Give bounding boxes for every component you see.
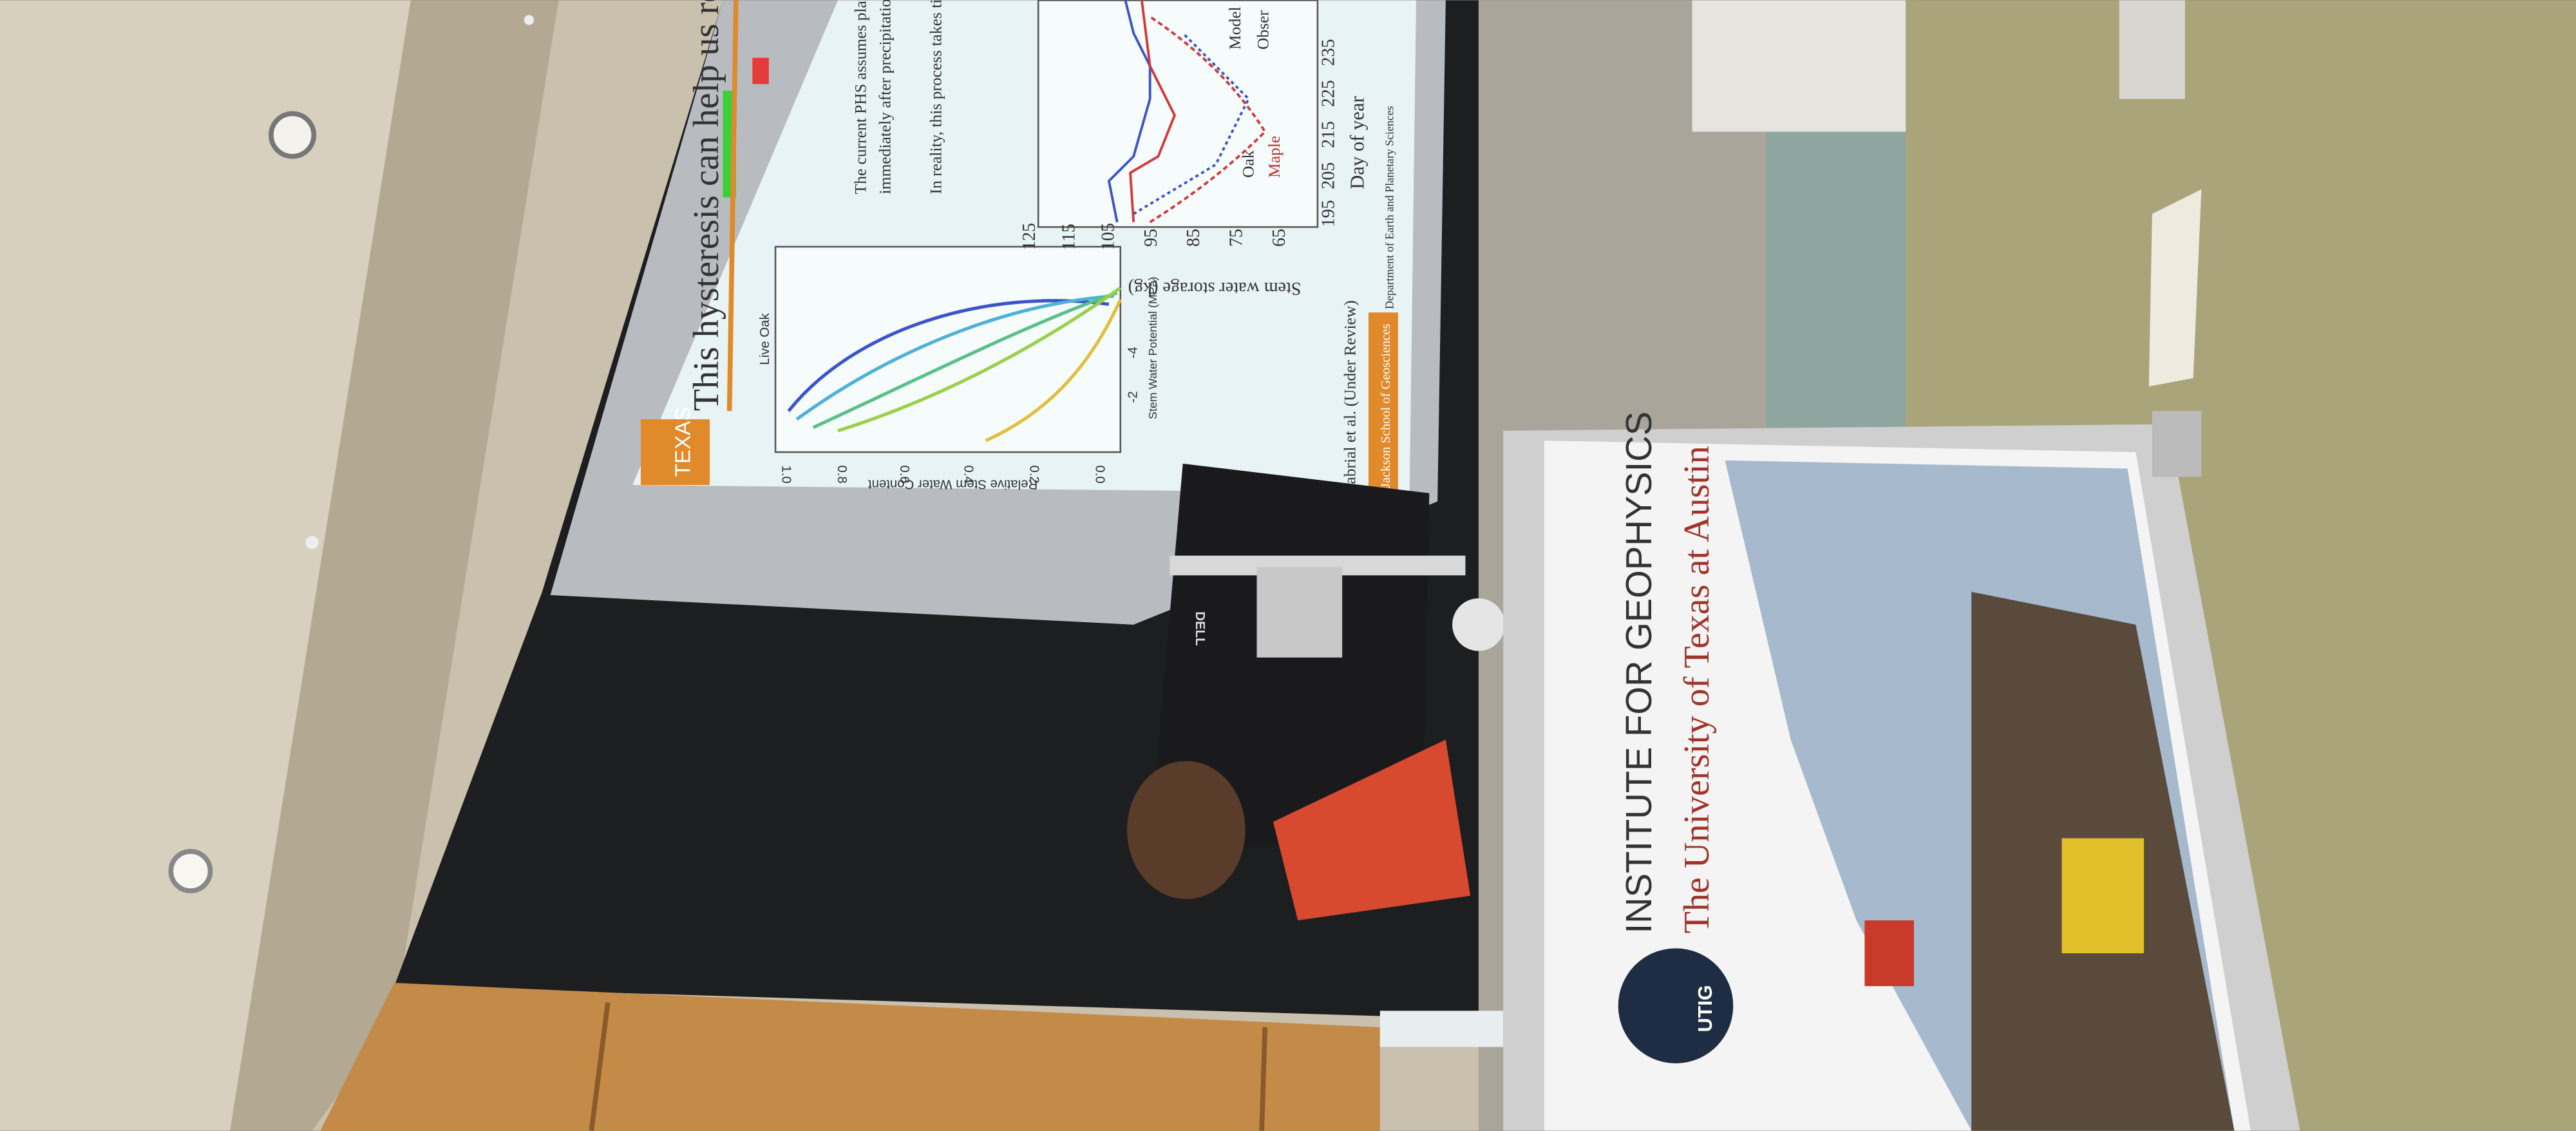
axis-label: Day of year bbox=[1346, 96, 1368, 189]
ceiling bbox=[0, 0, 411, 1131]
bullet: The current PHS assumes plants refill bbox=[851, 0, 869, 194]
ceiling-light bbox=[305, 536, 319, 549]
monitor-mount bbox=[1256, 567, 1343, 658]
plot-traces bbox=[1107, 0, 1267, 223]
tick-label: 0.8 bbox=[835, 465, 849, 483]
footer-text: Jackson School of Geosciences bbox=[1379, 324, 1393, 488]
tick-label: 195 bbox=[1318, 200, 1338, 227]
ceiling-light bbox=[168, 849, 213, 893]
title-rule bbox=[726, 0, 739, 412]
stand bbox=[2119, 0, 2185, 99]
plot-title: Live Oak bbox=[758, 313, 772, 365]
slide-badge bbox=[640, 419, 710, 485]
highlight bbox=[752, 57, 769, 84]
wall-panel bbox=[1692, 0, 1914, 132]
axis-label: Stem water storage (kg) bbox=[1128, 278, 1302, 298]
camera bbox=[2152, 411, 2202, 477]
legend-entry: Model bbox=[1226, 6, 1244, 50]
water-bottle bbox=[1379, 1011, 1504, 1047]
monitor-brand: DELL bbox=[1193, 611, 1207, 645]
footer-text: Department of Earth and Planetary Scienc… bbox=[1383, 106, 1396, 309]
tick-label: 225 bbox=[1318, 80, 1338, 107]
tick-label: 0.2 bbox=[1027, 465, 1041, 483]
legend-entry: Obser bbox=[1253, 10, 1272, 50]
presenter-hair bbox=[1127, 761, 1245, 899]
slide-title: This hysteresis can help us resolve drou… bbox=[687, 0, 726, 411]
tick-label: -2 bbox=[1126, 391, 1140, 403]
ceiling-light bbox=[524, 15, 535, 25]
bullet: immediately after precipitation. bbox=[876, 0, 895, 194]
bullet: In reality, this process takes time. bbox=[927, 0, 945, 194]
tick-label: 235 bbox=[1318, 39, 1338, 66]
badge-text: TEXAS bbox=[671, 407, 695, 477]
plot-frame bbox=[1037, 0, 1319, 228]
tick-label: 205 bbox=[1318, 162, 1338, 189]
tick-label: 65 bbox=[1269, 229, 1289, 247]
wall-strip bbox=[230, 0, 559, 1131]
tick-label: 125 bbox=[1019, 223, 1039, 250]
tick-label: 1.0 bbox=[779, 465, 793, 483]
tick-label: 75 bbox=[1227, 229, 1247, 247]
podium-subtitle: The University of Texas at Austin bbox=[1677, 446, 1717, 933]
axis-label: Relative Stem Water Content bbox=[868, 477, 1038, 491]
plot-traces bbox=[787, 286, 1122, 442]
logo bbox=[1618, 948, 1734, 1063]
tick-label: 0.6 bbox=[897, 465, 911, 483]
tick-label: 95 bbox=[1141, 229, 1161, 247]
podium-title: INSTITUTE FOR GEOPHYSICS bbox=[1618, 412, 1659, 934]
cabinet bbox=[320, 982, 1380, 1131]
photo-equipment bbox=[2061, 838, 2145, 954]
presenter-shirt bbox=[1273, 739, 1471, 921]
tick-label: 0.0 bbox=[1093, 465, 1107, 483]
ceiling-light bbox=[269, 111, 317, 159]
legend-entry: Maple bbox=[1265, 136, 1283, 178]
tick-label: 105 bbox=[1099, 223, 1119, 250]
tick-label: 115 bbox=[1059, 223, 1079, 250]
logo-text: UTIG bbox=[1694, 985, 1716, 1032]
legend-entry: Oak bbox=[1238, 150, 1257, 178]
tick-label: -4 bbox=[1126, 347, 1140, 358]
tick-label: 85 bbox=[1184, 229, 1204, 247]
photo-equipment bbox=[1864, 920, 1914, 987]
footer-bar bbox=[1368, 312, 1398, 493]
cabinet-seam bbox=[589, 1002, 611, 1131]
citation: Sabrial et al. (Under Review) bbox=[1341, 300, 1359, 493]
arm-joint bbox=[1452, 598, 1505, 651]
cabinet-seam bbox=[1259, 1027, 1268, 1131]
paper bbox=[2148, 189, 2202, 386]
tick-label: 215 bbox=[1318, 121, 1338, 148]
axis-label: Stem Water Potential (MPa) bbox=[1146, 276, 1159, 419]
tick-label: 0.4 bbox=[961, 465, 975, 483]
